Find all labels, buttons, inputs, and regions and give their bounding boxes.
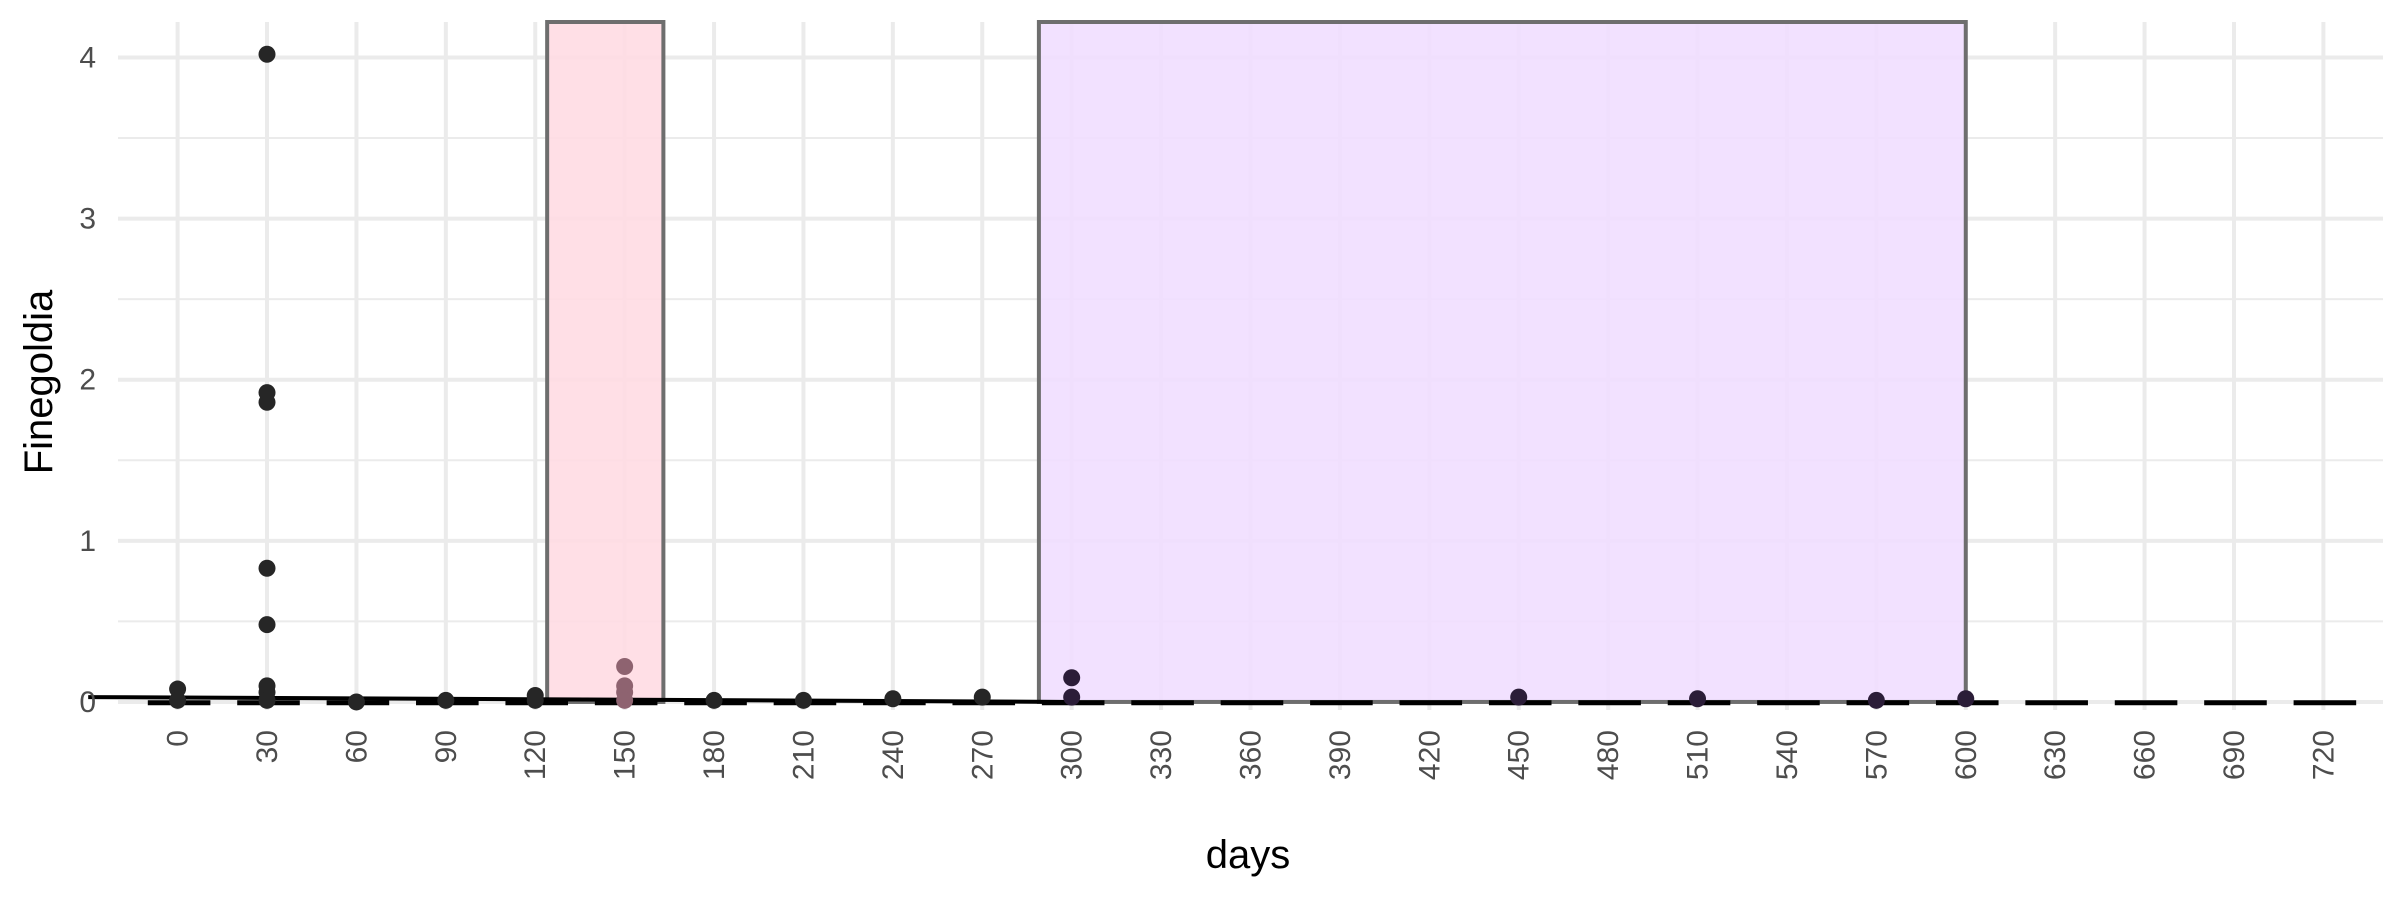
y-tick-label: 1 (79, 525, 96, 558)
data-point (258, 616, 276, 634)
x-tick-label: 150 (609, 730, 642, 780)
x-tick-label: 270 (966, 730, 999, 780)
x-tick-label: 0 (162, 730, 195, 747)
x-tick-label: 90 (430, 730, 463, 763)
x-tick-label: 540 (1771, 730, 1804, 780)
trend-line (88, 695, 1072, 704)
shaded-period-2 (1036, 20, 1968, 704)
x-tick-label: 300 (1056, 730, 1089, 780)
y-tick-label: 2 (79, 364, 96, 397)
data-point (258, 45, 276, 63)
x-axis-title: days (1206, 833, 1291, 877)
tick-labels: 0 1 2 3 4 0 30 60 90 120 150 180 210 240 270 300 330 360 3… (79, 41, 2340, 780)
y-tick-label: 0 (79, 686, 96, 719)
data-point (347, 693, 365, 711)
shaded-periods (545, 20, 1968, 704)
x-tick-label: 720 (2307, 730, 2340, 780)
x-tick-label: 360 (1235, 730, 1268, 780)
data-point (1063, 688, 1081, 706)
data-point (1689, 690, 1707, 708)
x-tick-label: 240 (877, 730, 910, 780)
data-point (794, 691, 812, 709)
x-tick-label: 570 (1860, 730, 1893, 780)
data-point (1867, 691, 1885, 709)
x-tick-label: 450 (1503, 730, 1536, 780)
x-tick-label: 510 (1682, 730, 1715, 780)
data-point (705, 691, 723, 709)
data-point (169, 691, 187, 709)
x-tick-label: 600 (1950, 730, 1983, 780)
x-tick-label: 60 (340, 730, 373, 763)
x-tick-label: 420 (1413, 730, 1446, 780)
x-tick-label: 660 (2129, 730, 2162, 780)
y-axis-title: Finegoldia (17, 289, 61, 474)
data-point (526, 691, 544, 709)
x-tick-label: 30 (251, 730, 284, 763)
x-tick-label: 210 (787, 730, 820, 780)
x-tick-label: 390 (1324, 730, 1357, 780)
shaded-period-1 (545, 20, 666, 704)
data-points (169, 45, 1975, 711)
data-point (258, 691, 276, 709)
data-point (616, 691, 634, 709)
data-point (1510, 688, 1528, 706)
x-tick-label: 630 (2039, 730, 2072, 780)
data-point (1957, 690, 1975, 708)
x-tick-label: 690 (2218, 730, 2251, 780)
data-point (973, 688, 991, 706)
x-tick-label: 330 (1145, 730, 1178, 780)
x-tick-label: 180 (698, 730, 731, 780)
data-point (437, 691, 455, 709)
data-point (884, 690, 902, 708)
y-tick-label: 3 (79, 203, 96, 236)
data-point (616, 657, 634, 675)
data-point (258, 559, 276, 577)
trend-lines (88, 695, 2357, 706)
data-point (258, 393, 276, 411)
x-tick-label: 480 (1592, 730, 1625, 780)
x-tick-label: 120 (519, 730, 552, 780)
data-point (1063, 669, 1081, 687)
y-tick-label: 4 (79, 41, 96, 74)
